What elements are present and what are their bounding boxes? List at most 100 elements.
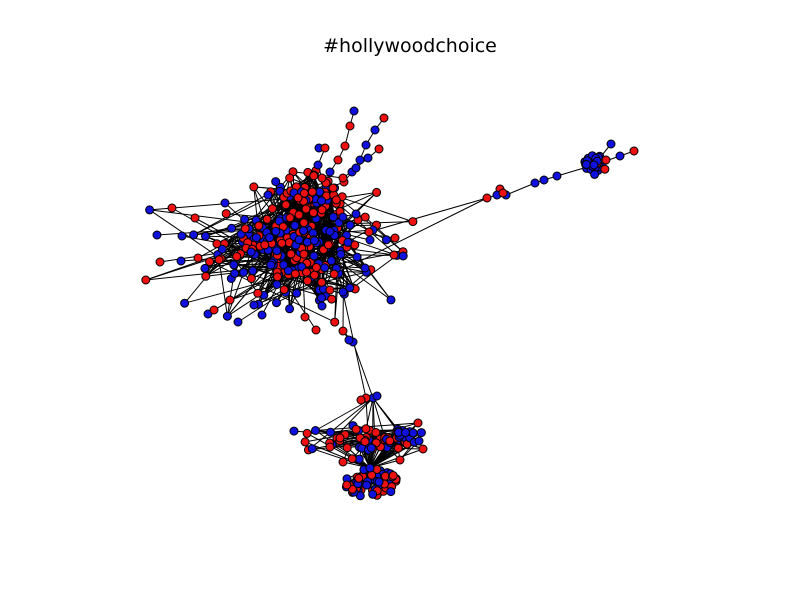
graph-node-blue (370, 125, 380, 135)
graph-node-blue (230, 268, 240, 278)
graph-node-red (240, 224, 250, 234)
graph-node-blue (349, 106, 359, 116)
graph-node-blue (416, 428, 426, 438)
graph-node-red (254, 221, 264, 231)
graph-node-blue (398, 251, 408, 261)
graph-node-blue (326, 427, 335, 437)
graph-node-blue (272, 280, 282, 289)
graph-node-red (325, 285, 335, 295)
graph-node-blue (355, 155, 365, 165)
graph-node-red (141, 275, 151, 285)
graph-node-blue (343, 237, 353, 247)
graph-node-blue (381, 235, 391, 245)
graph-node-red (317, 205, 327, 215)
graph-node-blue (336, 249, 346, 259)
graph-node-red (629, 146, 639, 156)
graph-node-red (286, 249, 296, 259)
graph-node-blue (352, 252, 362, 262)
graph-node-blue (539, 175, 549, 185)
graph-node-red (385, 436, 395, 446)
graph-node-blue (360, 263, 370, 273)
graph-node-red (600, 164, 610, 174)
graph-node-blue (180, 298, 190, 308)
graph-node-blue (272, 298, 281, 308)
graph-node-red (299, 249, 309, 259)
graph-edge (334, 273, 340, 323)
nodes-layer (141, 106, 639, 501)
graph-node-red (354, 473, 364, 483)
graph-node-blue (386, 487, 396, 497)
graph-edge (276, 197, 488, 304)
graph-node-red (333, 155, 343, 165)
graph-node-red (379, 113, 389, 123)
graph-node-red (310, 270, 319, 280)
graph-node-red (299, 188, 309, 198)
graph-node-red (498, 188, 508, 198)
graph-node-red (294, 210, 304, 220)
graph-node-red (302, 267, 311, 277)
graph-node-blue (177, 231, 187, 241)
graph-node-blue (338, 212, 348, 222)
graph-node-blue (271, 177, 281, 187)
graph-node-blue (309, 236, 319, 246)
graph-node-red (307, 187, 317, 197)
graph-node-blue (363, 153, 373, 163)
graph-edge (372, 397, 386, 438)
graph-node-red (299, 218, 309, 228)
graph-node-blue (271, 226, 281, 236)
graph-node-red (325, 442, 335, 452)
graph-node-red (290, 269, 300, 279)
graph-node-red (190, 213, 200, 223)
graph-node-blue (290, 221, 300, 230)
graph-node-red (262, 214, 272, 224)
graph-node-blue (246, 247, 256, 257)
graph-node-red (327, 294, 337, 304)
graph-node-red (329, 269, 339, 279)
graph-node-red (364, 227, 374, 237)
graph-node-red (395, 455, 405, 465)
graph-node-blue (361, 140, 371, 150)
graph-node-blue (328, 212, 338, 222)
graph-node-blue (345, 283, 355, 293)
graph-node-blue (279, 260, 289, 270)
graph-node-red (281, 200, 291, 210)
graph-node-red (347, 454, 357, 464)
graph-node-blue (606, 139, 616, 149)
graph-node-blue (311, 426, 320, 435)
graph-node-red (260, 240, 270, 250)
graph-node-blue (229, 260, 239, 270)
graph-node-blue (386, 295, 396, 305)
graph-node-blue (145, 205, 155, 215)
graph-node-red (273, 272, 282, 282)
graph-node-blue (401, 428, 410, 437)
graph-node-red (311, 325, 321, 335)
graph-node-blue (317, 293, 326, 303)
graph-node-blue (374, 477, 384, 487)
graph-node-red (317, 277, 327, 287)
graph-node-blue (239, 268, 249, 277)
graph-node-red (340, 141, 350, 151)
graph-edge (226, 251, 252, 317)
graph-node-blue (366, 443, 376, 453)
graph-node-blue (325, 227, 335, 236)
graph-node-red (389, 250, 399, 260)
graph-node-blue (615, 151, 625, 161)
graph-edge (372, 397, 399, 432)
graph-node-red (285, 213, 295, 223)
graph-node-red (155, 257, 165, 267)
graph-node-red (601, 155, 611, 165)
graph-node-blue (299, 226, 308, 236)
graph-node-blue (317, 301, 327, 311)
graph-node-blue (233, 317, 243, 327)
graph-node-blue (220, 198, 230, 208)
graph-node-red (388, 471, 398, 480)
graph-node-red (301, 204, 311, 214)
graph-node-red (205, 257, 215, 267)
graph-node-red (390, 233, 400, 243)
graph-edge (209, 261, 335, 323)
graph-node-red (225, 295, 235, 305)
graph-node-red (393, 443, 403, 453)
graph-node-red (338, 457, 348, 467)
